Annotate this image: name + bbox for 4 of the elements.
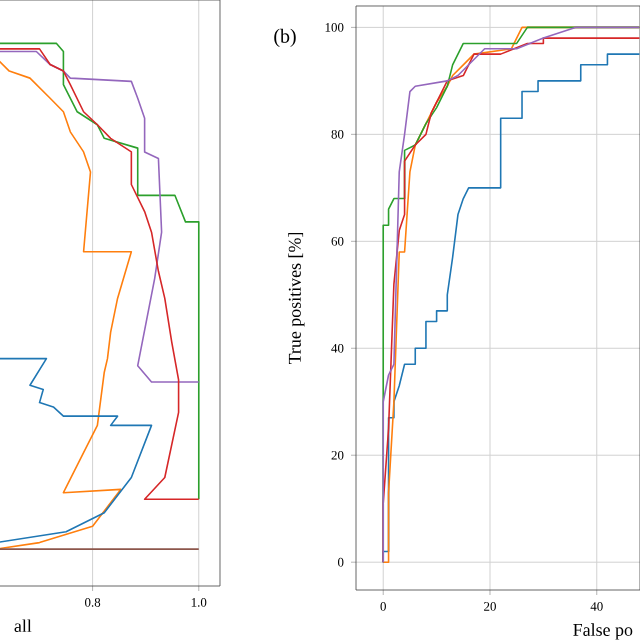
x-axis-title: False po — [573, 623, 633, 640]
y-axis-title: True positives [%] — [288, 232, 305, 365]
text: (b) — [274, 28, 296, 47]
x-axis-title: all — [14, 619, 32, 633]
